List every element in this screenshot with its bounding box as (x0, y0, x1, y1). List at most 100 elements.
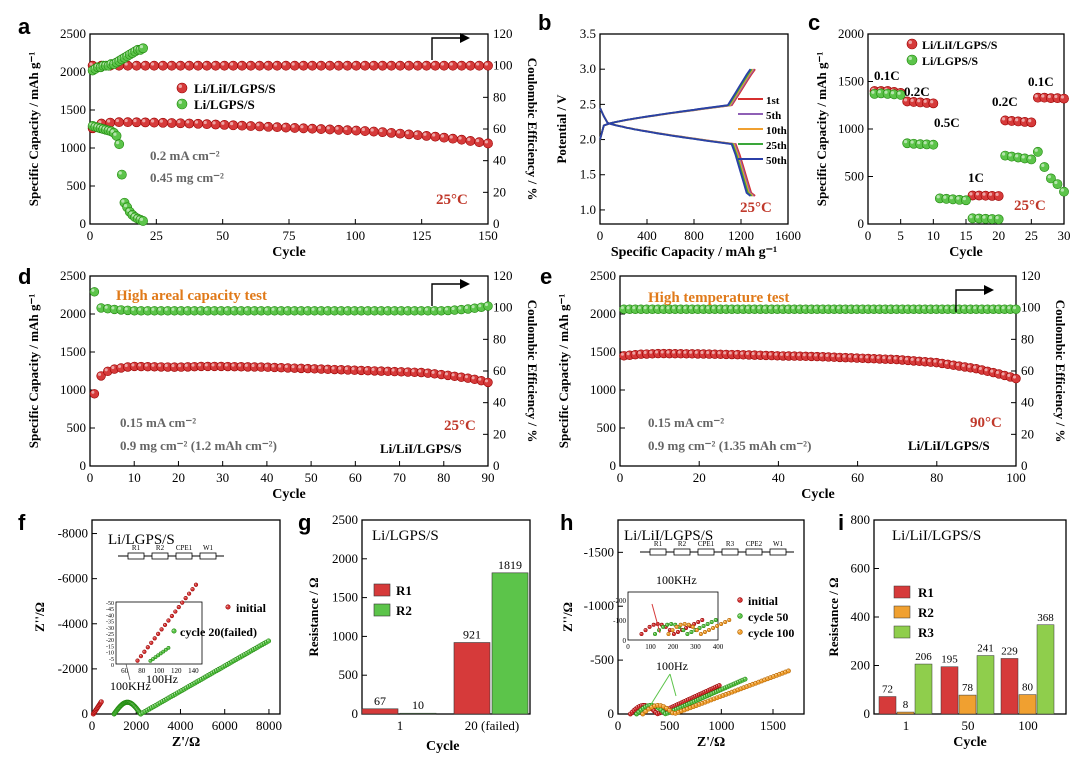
x-tick-label: 500 (660, 718, 680, 733)
y2-tick-label: 80 (493, 89, 506, 104)
bar-value: 67 (374, 694, 386, 708)
note: 0.2 mA cm⁻² (150, 148, 220, 163)
data-point (210, 119, 221, 130)
bar (399, 712, 437, 715)
legend-swatch (893, 585, 911, 599)
x-tick-label: 25 (1025, 228, 1038, 243)
cell-label: Li/LiI/LGPS/S (380, 441, 462, 456)
bar-value: 206 (915, 651, 932, 663)
x-axis-label: Cycle (949, 245, 982, 260)
data-point (447, 60, 458, 71)
data-point (136, 306, 146, 316)
data-point (456, 60, 467, 71)
data-point (145, 645, 150, 650)
data-point (209, 361, 220, 372)
data-point (661, 624, 666, 629)
data-point (351, 125, 362, 136)
data-point (329, 364, 340, 375)
data-point (166, 645, 171, 650)
plot-frame (91, 519, 281, 715)
y-tick-label: -1000 (584, 598, 614, 613)
data-point (158, 651, 163, 656)
x-tick-label: 20 (failed) (465, 718, 520, 733)
x-tick-label: 1 (397, 718, 404, 733)
legend-label: 50th (766, 155, 787, 167)
data-point (675, 629, 680, 634)
circuit-label: CPE1 (698, 540, 715, 548)
y2-tick-label: 100 (493, 58, 513, 73)
x-tick-label: 10 (927, 228, 940, 243)
data-point (98, 699, 104, 705)
data-point (377, 60, 388, 71)
data-point (123, 305, 133, 316)
legend-label: R2 (918, 605, 934, 620)
x-tick-label: 4000 (167, 718, 193, 733)
y2-tick-label: 20 (493, 184, 506, 199)
legend-label: R1 (918, 585, 934, 600)
data-point (152, 636, 157, 641)
data-point (439, 60, 449, 71)
bar (940, 666, 959, 715)
data-point (189, 306, 200, 316)
x-tick-label: 20 (693, 470, 706, 485)
inset-y-tick: -15 (106, 644, 114, 650)
circuit-element (649, 548, 667, 556)
legend-label: 25th (766, 140, 787, 152)
panel-letter: g (298, 510, 311, 535)
data-point (158, 117, 168, 128)
y-tick-label: 0 (610, 458, 617, 473)
inset-x-tick: 80 (138, 667, 146, 675)
data-point (193, 60, 203, 71)
data-point (671, 631, 676, 636)
x-tick-label: 75 (283, 228, 296, 243)
panel-letter: h (560, 510, 573, 535)
legend-label: Li/LiI/LGPS/S (922, 38, 998, 52)
x-tick-label: 20 (172, 470, 185, 485)
x-axis-label: Z'/Ω (172, 735, 200, 750)
bar (1000, 658, 1019, 715)
data-point (228, 60, 239, 71)
data-point (156, 653, 161, 658)
data-point (678, 622, 683, 627)
data-point (114, 117, 124, 128)
x-tick-label: 5 (897, 228, 904, 243)
y-axis-label: Specific Capacity / mAh g⁻¹ (556, 294, 571, 449)
panel-title: Li/LGPS/S (108, 532, 175, 548)
x-axis-label: Specific Capacity / mAh g⁻¹ (611, 245, 777, 260)
data-point (701, 623, 706, 628)
y-axis-label: Specific Capacity / mAh g⁻¹ (26, 52, 41, 207)
data-point (368, 126, 379, 137)
y-axis-label: Z''/Ω (32, 602, 47, 632)
y2-tick-label: 40 (1021, 395, 1034, 410)
pointer-line (651, 603, 661, 634)
circuit-label: R1 (132, 544, 141, 552)
charge-curve (599, 68, 752, 140)
data-point (254, 121, 265, 132)
data-point (727, 617, 732, 622)
data-point (166, 618, 171, 623)
note: 0.15 mA cm⁻² (120, 415, 196, 430)
inset-y-tick: -45 (106, 607, 114, 613)
bar (958, 694, 977, 715)
legend-label: Li/LGPS/S (922, 54, 978, 68)
panel-letter: c (808, 10, 820, 35)
data-point (483, 138, 493, 149)
data-point (158, 60, 168, 71)
data-point (263, 362, 273, 372)
data-point (216, 361, 226, 372)
data-point (1059, 186, 1069, 197)
data-point (456, 134, 467, 145)
bar (453, 642, 491, 715)
bar-value: 8 (903, 699, 909, 711)
y-tick-label: 800 (851, 512, 871, 527)
discharge-curve (599, 107, 751, 197)
data-point (184, 60, 195, 71)
bar-value: 72 (882, 684, 893, 696)
data-point (369, 366, 380, 376)
panel-title: Li/LiI/LGPS/S (892, 528, 981, 544)
data-point (116, 305, 126, 315)
inset-x-tick: 100 (154, 667, 165, 675)
data-point (647, 624, 652, 629)
frequency-label: 100Hz (656, 659, 688, 673)
y2-tick-label: 20 (493, 426, 506, 441)
